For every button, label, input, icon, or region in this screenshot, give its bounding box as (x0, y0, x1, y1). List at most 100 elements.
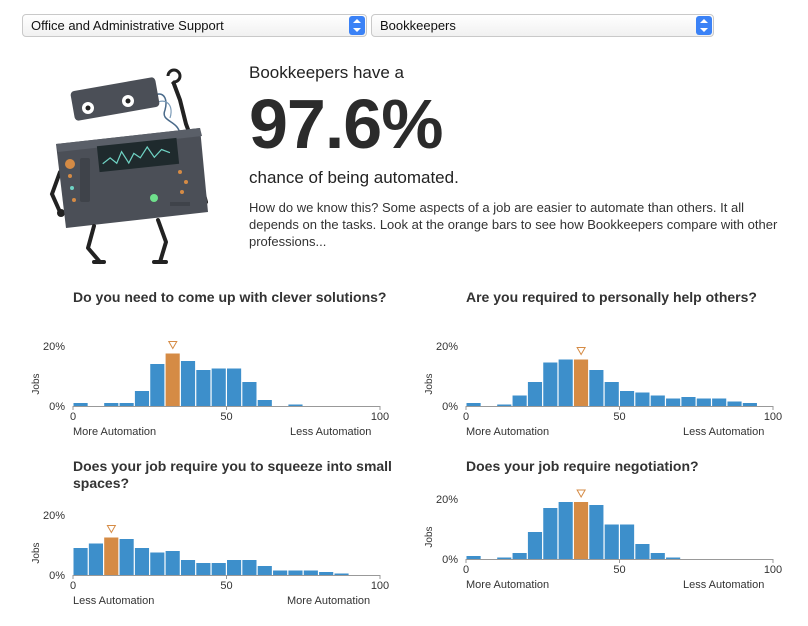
explanation-text: How do we know this? Some aspects of a j… (249, 200, 778, 249)
y-tick-label: 0% (442, 554, 458, 566)
histogram-bar (165, 551, 180, 575)
x-tick-label: 100 (764, 564, 782, 576)
histogram-bar (727, 401, 742, 406)
chart-title: Does your job require you to squeeze int… (73, 458, 392, 491)
y-tick-label: 0% (49, 570, 65, 582)
y-tick-label: 0% (442, 401, 458, 413)
marker-triangle-icon (106, 525, 117, 534)
histogram-bar (150, 364, 165, 406)
category-select-value: Office and Administrative Support (31, 18, 224, 33)
job-select-value: Bookkeepers (380, 18, 456, 33)
x-tick-label: 100 (764, 411, 782, 423)
axis-left-label: More Automation (73, 426, 157, 438)
histogram-chart: Jobs 20% 0% 0 50 100 (424, 489, 782, 576)
histogram-bar (227, 560, 242, 575)
histogram-bar (319, 572, 334, 575)
histogram-bar (180, 361, 196, 406)
histogram-bar (635, 392, 650, 406)
histogram-bar (466, 556, 481, 559)
subheadline: chance of being automated. (249, 168, 459, 187)
x-tick-label: 50 (613, 411, 625, 423)
histogram-bar (650, 395, 665, 406)
x-tick-label: 50 (613, 564, 625, 576)
histogram-bar (666, 557, 681, 559)
y-tick-label: 20% (43, 341, 65, 353)
job-select[interactable]: Bookkeepers (371, 14, 714, 37)
histogram-chart: Jobs 20% 0% 0 50 100 (31, 341, 389, 423)
category-select[interactable]: Office and Administrative Support (22, 14, 367, 37)
histogram-bar (512, 395, 527, 406)
histogram-bar (334, 573, 349, 575)
x-tick-label: 0 (463, 411, 469, 423)
axis-left-label: More Automation (466, 426, 550, 438)
histogram-bar (558, 502, 573, 559)
histogram-bar (497, 404, 512, 406)
histogram-bar (604, 524, 619, 559)
histogram-bar (242, 382, 257, 406)
x-tick-label: 0 (70, 411, 76, 423)
histogram-bar (196, 370, 211, 406)
histogram-bar (288, 404, 303, 406)
robot-illustration (49, 68, 208, 264)
histogram-bar (288, 570, 303, 575)
histogram-bar (104, 403, 119, 406)
histogram-bar (620, 391, 635, 406)
highlight-bar (573, 359, 589, 406)
y-tick-label: 20% (436, 341, 458, 353)
histogram-bar (303, 570, 318, 575)
axis-right-label: Less Automation (290, 426, 372, 438)
x-tick-label: 50 (220, 580, 232, 592)
y-axis-label: Jobs (31, 542, 42, 563)
y-tick-label: 20% (43, 510, 65, 522)
histogram-bar (635, 544, 650, 559)
chart-title: Does your job require negotiation? (466, 458, 699, 474)
histogram-bar (527, 382, 543, 406)
histogram-bar (134, 391, 150, 406)
y-tick-label: 20% (436, 494, 458, 506)
axis-right-label: Less Automation (683, 579, 765, 591)
highlight-bar (573, 502, 589, 559)
x-tick-label: 100 (371, 411, 389, 423)
histogram-chart: Jobs 20% 0% 0 50 100 (424, 341, 782, 423)
x-tick-label: 50 (220, 411, 232, 423)
histogram-bar (620, 524, 635, 559)
histogram-bar (150, 552, 165, 575)
histogram-bar (543, 362, 558, 406)
histogram-bar (196, 563, 211, 575)
histogram-bar (242, 560, 257, 575)
histogram-bar (119, 539, 134, 575)
histogram-bar (742, 403, 757, 406)
histogram-bar (73, 548, 88, 575)
axis-left-label: More Automation (466, 579, 550, 591)
histogram-bar (211, 563, 226, 575)
histogram-bar (589, 505, 604, 559)
histogram-bar (257, 566, 272, 575)
histogram-bar (134, 548, 150, 575)
histogram-bar (558, 359, 573, 406)
y-tick-label: 0% (49, 401, 65, 413)
axis-right-label: More Automation (287, 595, 371, 607)
histogram-bar (119, 403, 134, 406)
histogram-bar (589, 370, 604, 406)
marker-triangle-icon (576, 489, 586, 499)
histogram-bar (543, 508, 558, 559)
histogram-bar (681, 397, 696, 406)
histogram-bar (88, 543, 103, 575)
x-tick-label: 100 (371, 580, 389, 592)
chart-title: Are you required to personally help othe… (466, 289, 757, 305)
y-axis-label: Jobs (424, 373, 435, 394)
histogram-bar (712, 398, 727, 406)
axis-right-label: Less Automation (683, 426, 765, 438)
histogram-bar (604, 382, 619, 406)
select-arrows-icon (349, 16, 365, 35)
histogram-bar (273, 570, 288, 575)
y-axis-label: Jobs (424, 526, 435, 547)
highlight-bar (165, 353, 180, 406)
histogram-bar (650, 553, 665, 559)
histogram-bar (180, 560, 196, 575)
histogram-bar (666, 398, 681, 406)
highlight-bar (104, 537, 119, 575)
select-arrows-icon (696, 16, 712, 35)
histogram-bar (257, 400, 272, 406)
x-tick-label: 0 (70, 580, 76, 592)
